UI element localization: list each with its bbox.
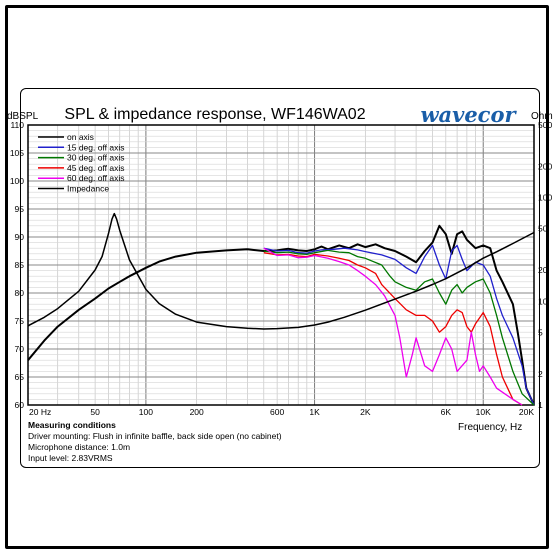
legend-entry: 45 deg. off axis [67,163,125,173]
notes-heading: Measuring conditions [28,420,116,430]
y-right-tick-label: 1 [538,400,543,410]
x-axis-label: Frequency, Hz [458,422,522,433]
y-left-tick-label: 105 [10,148,24,158]
series-line-on-axis [27,224,535,406]
x-tick-label: 50 [90,407,100,417]
series-line-15-deg-off-axis [263,244,535,406]
outer-frame [5,5,549,549]
legend-entry: on axis [67,132,94,142]
grid [27,124,535,406]
legend-entry: 15 deg. off axis [67,142,125,152]
notes-line: Input level: 2.83VRMS [28,453,113,463]
y-left-tick-label: 60 [15,400,25,410]
y-right-tick-label: 200 [538,161,552,171]
notes-line: Microphone distance: 1.0m [28,442,130,452]
y-right-tick-label: 2 [538,369,543,379]
series-line-30-deg-off-axis [263,249,535,406]
x-tick-label: 2K [360,407,371,417]
y-left-label: dBSPL [7,111,39,122]
legend-entry: 60 deg. off axis [67,173,125,183]
x-tick-label: 10K [476,407,491,417]
x-tick-label: 20 Hz [29,407,51,417]
legend-entry: 30 deg. off axis [67,153,125,163]
x-tick-label: 6K [441,407,452,417]
x-tick-label: 100 [139,407,153,417]
legend-entry: Impedance [67,184,109,194]
y-left-tick-label: 85 [15,260,25,270]
brand-logo: wavecor [420,102,517,127]
y-right-tick-label: 50 [538,224,548,234]
series-line-45-deg-off-axis [263,252,523,406]
y-left-tick-label: 80 [15,288,25,298]
y-right-label: Ohm [531,111,553,122]
x-tick-label: 600 [270,407,284,417]
x-tick-label: 20K [519,407,534,417]
y-left-tick-label: 75 [15,316,25,326]
series-line-60-deg-off-axis [263,247,523,406]
series-line-impedance [27,212,535,330]
y-right-tick-label: 5 [538,327,543,337]
x-tick-label: 200 [190,407,204,417]
y-right-tick-label: 100 [538,193,552,203]
series-lines [27,212,535,406]
tick-labels: 20 Hz 50 100 200 600 1K 2K 6K 10K 20K 60 65 70 75 80 85… [10,120,553,417]
x-tick-label: 1K [309,407,320,417]
y-left-tick-label: 95 [15,204,25,214]
y-left-tick-label: 70 [15,344,25,354]
y-left-tick-label: 100 [10,176,24,186]
y-left-tick-label: 65 [15,372,25,382]
notes-line: Driver mounting: Flush in infinite baffl… [28,431,282,441]
y-left-tick-label: 110 [10,120,24,130]
y-right-tick-label: 20 [538,265,548,275]
chart-title: SPL & impedance response, WF146WA02 [64,106,365,123]
plot-area-border [27,124,535,406]
y-right-tick-label: 500 [538,120,552,130]
y-left-tick-label: 90 [15,232,25,242]
y-right-tick-label: 10 [538,296,548,306]
